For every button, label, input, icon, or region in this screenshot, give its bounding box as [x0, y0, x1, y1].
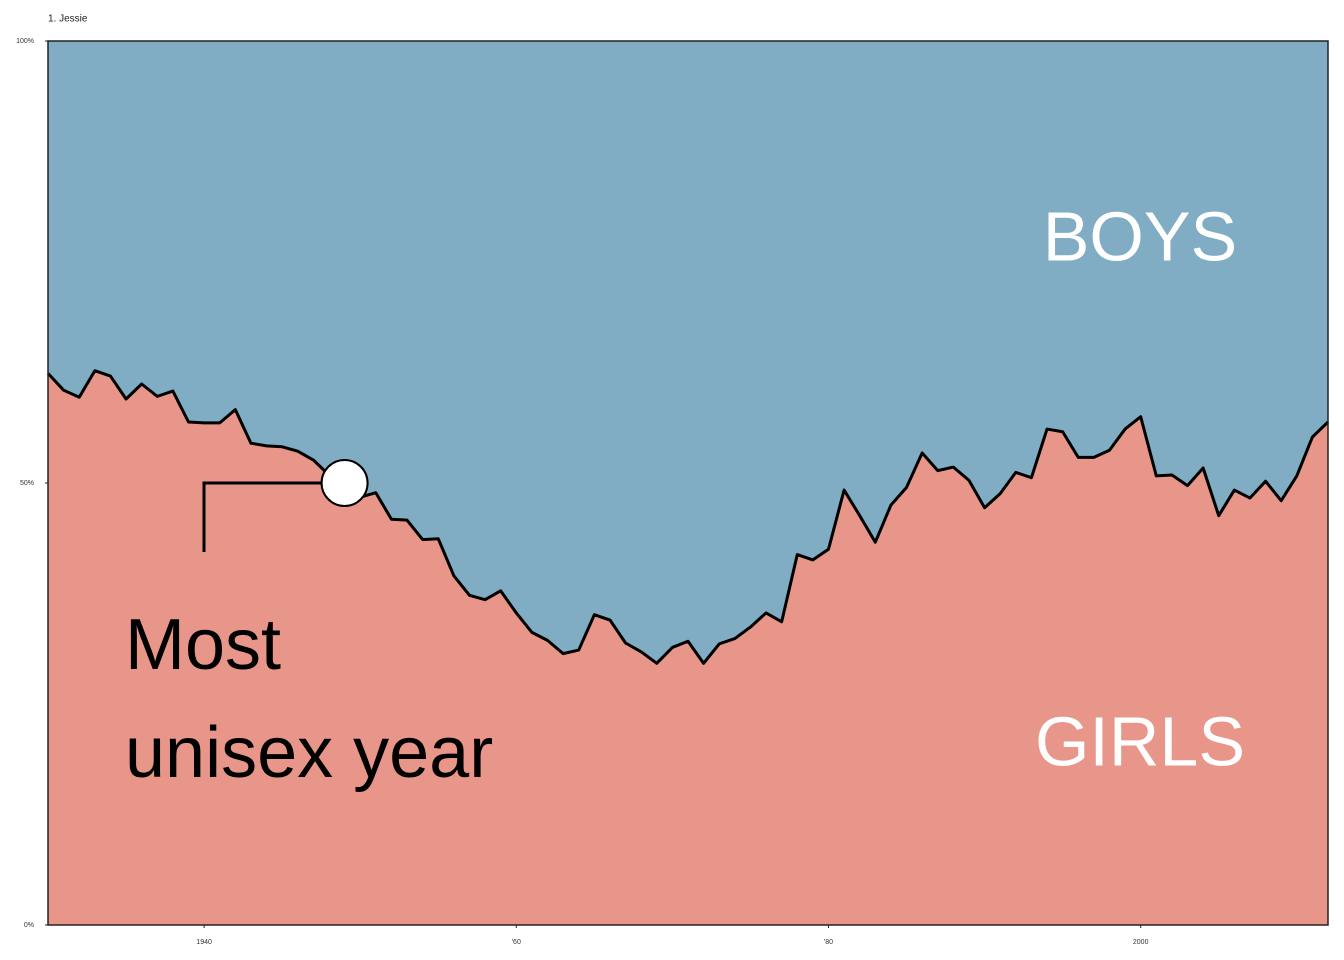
annotation-text: unisex year — [125, 713, 493, 793]
area — [48, 41, 1328, 664]
annotation-marker — [320, 459, 369, 507]
chart-title: 1. Jessie — [48, 14, 88, 25]
annotation-text: Most — [125, 605, 281, 685]
boundary-line — [46, 369, 1330, 665]
y-tick-label: 50% — [20, 480, 34, 487]
y-tick-label: 100% — [16, 38, 34, 45]
leader-line — [202, 481, 322, 552]
area — [48, 370, 1328, 925]
y-tick-label: 0% — [24, 922, 34, 929]
x-tick-label: 1940 — [196, 939, 212, 946]
series-label: GIRLS — [1035, 702, 1245, 780]
x-tick-label: 2000 — [1133, 939, 1149, 946]
x-tick-label: '60 — [512, 939, 521, 946]
series-label: BOYS — [1043, 197, 1238, 275]
x-tick-label: '80 — [824, 939, 833, 946]
